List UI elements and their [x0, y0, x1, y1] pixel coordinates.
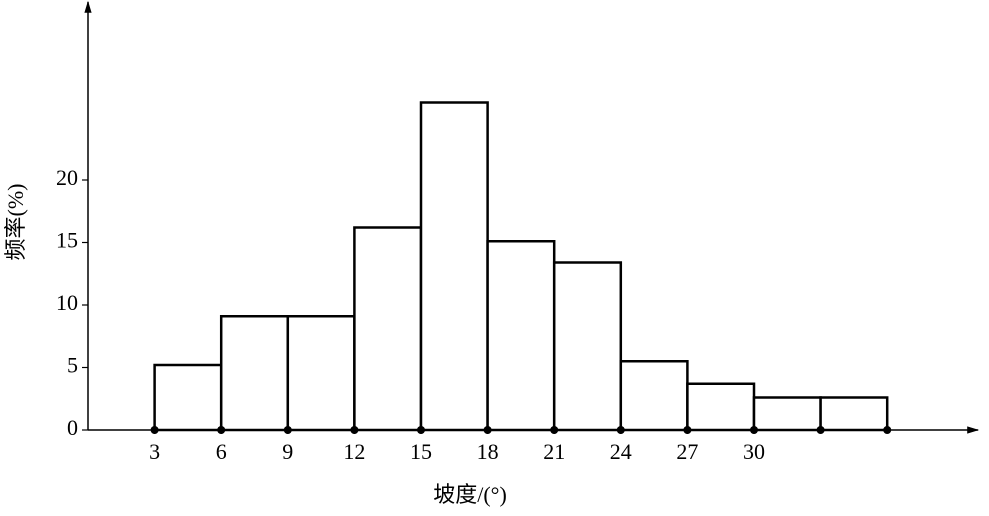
y-tick-label: 10	[56, 290, 78, 315]
y-tick-label: 5	[67, 353, 78, 378]
bin-edge-dot	[417, 426, 425, 434]
bar	[153, 363, 223, 432]
x-tick-label: 12	[343, 439, 365, 464]
bar	[552, 261, 623, 432]
bin-edge-dot	[217, 426, 226, 434]
bin-edge-dot	[616, 426, 625, 434]
x-tick-label: 15	[410, 439, 432, 464]
bar	[619, 360, 689, 432]
bin-edge-dot	[816, 426, 825, 434]
x-tick-label: 3	[149, 439, 160, 464]
bar	[219, 315, 290, 432]
x-tick-label: 21	[543, 439, 565, 464]
bin-edge-dot	[283, 426, 292, 434]
bin-edge-dot	[683, 426, 692, 434]
bar	[819, 396, 889, 432]
x-tick-label: 24	[610, 439, 632, 464]
x-tick-label: 6	[216, 439, 227, 464]
bar	[353, 226, 423, 432]
bar	[286, 315, 356, 432]
y-axis-label: 频率(%)	[3, 184, 28, 261]
bin-edge-dot	[350, 426, 359, 434]
y-tick-label: 0	[67, 415, 78, 440]
bin-edge-dot	[150, 426, 159, 434]
y-tick-label: 20	[56, 165, 78, 190]
y-tick-label: 15	[56, 228, 78, 253]
bar	[686, 382, 756, 432]
x-tick-label: 27	[676, 439, 698, 464]
bin-edge-dot	[750, 426, 758, 434]
x-tick-label: 18	[477, 439, 499, 464]
bin-edge-dot	[483, 426, 492, 434]
bin-edge-dot	[550, 426, 559, 434]
bin-edge-dot	[883, 426, 892, 434]
bar	[419, 101, 489, 432]
bar	[752, 396, 822, 432]
bar	[486, 240, 556, 432]
x-tick-label: 30	[743, 439, 765, 464]
x-tick-label: 9	[282, 439, 293, 464]
x-axis-label: 坡度/(°)	[433, 482, 507, 507]
